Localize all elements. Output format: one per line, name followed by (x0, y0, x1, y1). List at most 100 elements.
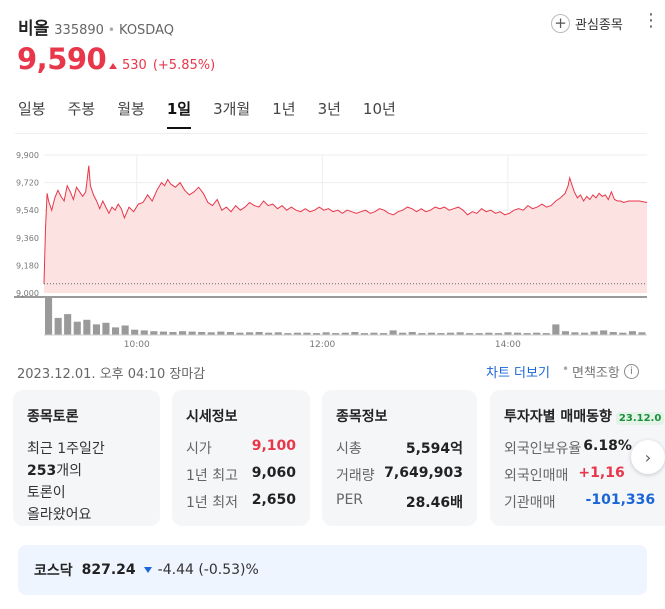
volume-bar (265, 332, 273, 335)
tab-daily[interactable]: 일봉 (18, 100, 46, 118)
current-price: 9,590 (17, 42, 107, 76)
volume-bar (284, 333, 292, 335)
volume-bar (293, 332, 301, 335)
stat-label: 외국인보유율 (504, 441, 582, 457)
volume-bar (179, 331, 187, 335)
discussion-count: 253 (27, 463, 57, 479)
vertical-dots-icon[interactable]: ⋮ (642, 10, 660, 31)
next-card-button[interactable]: › (631, 440, 665, 474)
stat-label: 1년 최저 (186, 495, 238, 511)
volume-bar (456, 332, 464, 335)
volume-bar (399, 332, 407, 335)
stat-row: PER 28.46배 (336, 492, 463, 512)
volume-bar (188, 331, 196, 335)
volume-bar (552, 324, 560, 335)
stat-label: 거래량 (336, 468, 375, 484)
tab-1day[interactable]: 1일 (166, 98, 192, 129)
volume-bar (504, 332, 512, 335)
volume-bar (131, 329, 139, 335)
tab-10years[interactable]: 10년 (362, 100, 396, 118)
volume-bar (341, 332, 349, 335)
separator-dot: • (107, 23, 115, 37)
stat-value: 5,594억 (405, 441, 463, 457)
volume-bar (73, 321, 81, 335)
stat-label: 시총 (336, 441, 362, 457)
stat-row: 거래량 7,649,903 (336, 465, 463, 485)
stat-value: 2,650 (251, 492, 296, 508)
tab-weekly[interactable]: 주봉 (67, 100, 96, 118)
discussion-line: 최근 1주일간 (27, 441, 105, 457)
add-favorite-button[interactable]: + 관심종목 (551, 14, 623, 33)
volume-bar (437, 333, 445, 335)
price-line (43, 165, 648, 284)
volume-bar (533, 332, 541, 335)
volume-bar (494, 333, 502, 335)
y-tick-label: 9,180 (16, 261, 39, 270)
card-title: 시세정보 (186, 409, 238, 425)
volume-bar (83, 319, 91, 335)
card-quote-info[interactable]: 시세정보 시가 9,100 1년 최고 9,060 1년 최저 2,650 (172, 390, 310, 526)
stat-value: 6.18% (583, 438, 632, 454)
volume-bar (140, 330, 148, 335)
info-icon: i (623, 364, 639, 379)
stat-row: 시가 9,100 (186, 438, 296, 458)
intraday-price-chart[interactable]: 9,900 9,720 9,540 9,360 9,180 9,000 10:00 12:00… (0, 140, 665, 350)
index-change: -4.44 (-0.53)% (157, 562, 259, 578)
card-stock-info[interactable]: 종목정보 시총 5,594억 거래량 7,649,903 PER 28.46배 (322, 390, 477, 526)
index-summary-bar[interactable]: 코스닥 827.24 -4.44 (-0.53)% (18, 545, 647, 595)
volume-bar (217, 331, 225, 335)
volume-bar (112, 327, 120, 335)
volume-bar (45, 297, 53, 335)
volume-bar (590, 331, 598, 335)
volume-bar (150, 331, 158, 335)
volume-bar (303, 332, 311, 335)
volume-bar (523, 333, 531, 335)
volume-bar (600, 330, 608, 335)
volume-bar (418, 333, 426, 335)
volume-bar (447, 332, 455, 335)
stock-name: 비올 (18, 19, 50, 39)
volume-bar (274, 332, 282, 335)
more-chart-link[interactable]: 차트 더보기 (486, 366, 550, 381)
volume-bar (198, 332, 206, 335)
date-badge: 23.12.0 (615, 412, 665, 425)
stat-value: -101,336 (585, 492, 656, 508)
tab-3months[interactable]: 3개월 (213, 100, 251, 118)
card-title-row: 투자자별 매매동향 23.12.0 (504, 406, 665, 426)
tab-monthly[interactable]: 월봉 (117, 100, 145, 118)
plus-circle-icon: + (551, 14, 570, 33)
y-tick-label: 9,540 (16, 206, 39, 215)
card-title: 투자자별 매매동향 (504, 409, 612, 425)
card-discussion[interactable]: 종목토론 최근 1주일간 253개의 토론이 올라왔어요 (13, 390, 160, 526)
stat-label: 시가 (186, 441, 212, 457)
price-area (44, 165, 647, 293)
volume-bar (54, 317, 62, 335)
volume-bar (332, 333, 340, 335)
stock-code: 335890 (54, 23, 104, 38)
card-title: 종목정보 (336, 409, 388, 425)
disclaimer-link[interactable]: 면책조항 i (572, 362, 639, 381)
stat-row: 1년 최저 2,650 (186, 492, 296, 512)
volume-bar (571, 332, 579, 335)
volume-bar (313, 333, 321, 335)
volume-bar (322, 332, 330, 335)
volume-bar (121, 325, 129, 335)
triangle-down-icon (143, 567, 152, 573)
volume-bar (255, 332, 263, 335)
stat-label: 1년 최고 (186, 468, 238, 484)
stat-label: 외국인매매 (504, 468, 569, 484)
tab-1year[interactable]: 1년 (272, 100, 296, 118)
disclaimer-label: 면책조항 (572, 366, 620, 381)
volume-bar (466, 333, 474, 335)
tab-3years[interactable]: 3년 (317, 100, 341, 118)
x-tick-label: 14:00 (495, 340, 521, 350)
discussion-count-suffix: 개의 (56, 463, 82, 479)
change-percent: (+5.85%) (152, 58, 216, 73)
stat-row: 기관매매 -101,336 (504, 492, 655, 512)
stock-header: 비올 335890 • KOSDAQ (18, 14, 174, 39)
discussion-line: 토론이 (27, 485, 66, 501)
market-name: KOSDAQ (119, 23, 174, 38)
discussion-summary: 최근 1주일간 253개의 토론이 올라왔어요 (27, 438, 146, 526)
volume-bar (542, 333, 550, 335)
separator-dot: • (562, 362, 570, 376)
